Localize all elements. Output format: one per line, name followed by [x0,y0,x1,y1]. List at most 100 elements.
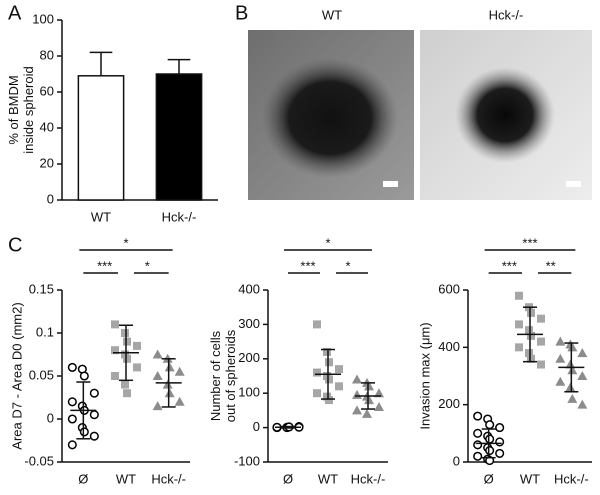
point [567,342,578,352]
significance-label: *** [300,258,315,273]
significance-label: * [345,258,350,273]
point [123,389,131,398]
image-label: WT [322,7,342,22]
y-tick-label: 0.15 [29,281,54,296]
point [495,423,505,433]
spheroid [455,67,555,163]
y-tick-label: 200 [438,396,460,411]
point [67,362,77,372]
point [495,437,505,447]
point [577,399,588,409]
significance-label: * [123,235,128,250]
scale-bar [566,181,581,187]
point [362,408,372,418]
panel-label: C [8,234,22,256]
point [537,314,545,323]
y-tick-label: 20 [40,155,54,170]
point [335,382,343,391]
point [79,427,89,437]
y-axis-label: Area D7 - Area D0 (mm2) [9,302,24,449]
point [374,388,384,398]
x-tick-label: Hck-/- [351,471,386,486]
panel-label: A [8,2,22,24]
point [121,350,129,359]
point [567,365,578,375]
point [123,337,131,346]
point [527,331,535,340]
y-tick-label: 600 [438,281,460,296]
point [111,320,119,329]
y-tick-label: 100 [238,385,260,400]
y-tick-label: 60 [40,83,54,98]
point [473,428,483,438]
spheroid [262,58,398,178]
x-tick-label: WT [318,471,338,486]
point [174,366,185,376]
panel-label: B [235,2,248,24]
point [313,320,321,329]
point [325,396,333,405]
point [374,401,384,411]
x-tick-label: Hck-/- [151,471,186,486]
y-tick-label: 200 [238,350,260,365]
scale-bar [383,181,398,187]
y-tick-label: 0 [47,410,54,425]
y-tick-label: 300 [238,316,260,331]
point [121,380,129,389]
point [555,376,566,386]
point [485,445,495,456]
significance-label: *** [502,258,517,273]
significance-label: * [145,258,150,273]
y-tick-label: 80 [40,47,54,62]
point [152,401,163,411]
point [577,348,588,358]
point [79,371,89,381]
point [364,381,374,391]
x-tick-label: Ø [484,471,494,486]
x-tick-label: Ø [78,471,88,486]
y-tick-label: 0 [253,419,260,434]
point [67,397,77,407]
point [473,411,483,421]
point [364,395,374,405]
point [121,329,129,337]
point [352,405,362,415]
x-tick-label: WT [116,471,136,486]
point [495,448,505,458]
point [89,431,99,441]
point [335,365,343,374]
point [555,353,566,363]
point [164,362,175,372]
point [352,374,362,384]
y-tick-label: 400 [438,339,460,354]
point [89,410,99,420]
point [577,371,588,380]
point [325,375,333,384]
point [555,336,566,346]
bar [155,73,203,201]
point [123,354,131,363]
point [537,360,545,369]
significance-label: * [325,235,330,250]
y-axis-label: out of spheroids [223,329,238,422]
point [567,393,578,403]
y-tick-label: 40 [40,119,54,134]
point [537,337,545,346]
image-label: Hck-/- [489,7,524,22]
point [525,326,533,335]
significance-label: ** [546,258,556,273]
point [323,347,331,356]
significance-label: *** [522,235,537,250]
point [164,388,175,398]
point [515,291,523,300]
point [133,341,141,350]
point [174,396,185,406]
x-tick-label: WT [91,209,111,224]
y-tick-label: 400 [238,281,260,296]
y-axis-label: % of BMDM [6,75,21,144]
y-tick-label: 100 [32,11,54,26]
point [473,451,483,461]
point [67,440,77,450]
point [352,389,362,399]
